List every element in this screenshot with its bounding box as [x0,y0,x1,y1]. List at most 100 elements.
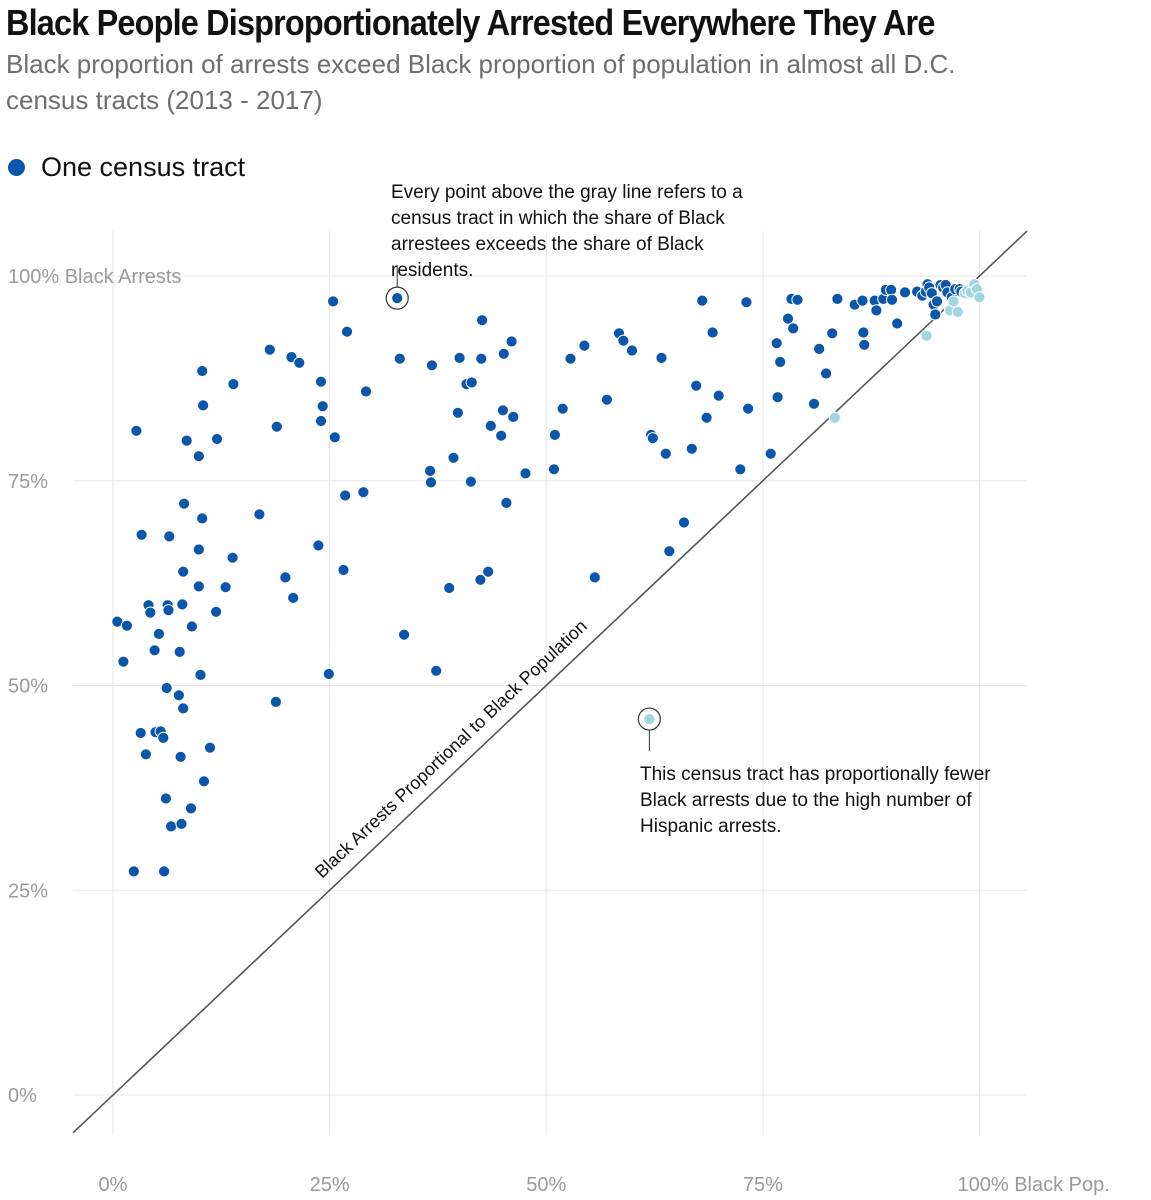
data-point [858,338,871,351]
data-point [160,681,173,695]
data-point [951,305,964,319]
data-point [359,385,373,398]
data-point [269,695,282,709]
data-point [643,713,656,726]
data-point [547,463,561,476]
data-point [920,329,933,342]
y-tick-label: 100% Black Arrests [8,266,181,288]
data-point [578,339,591,352]
data-point [464,475,477,488]
data-point [135,528,148,541]
data-point [443,581,456,595]
data-point [287,591,300,605]
data-point [337,563,350,577]
data-point [505,335,518,348]
data-point [219,581,232,594]
data-point [700,411,713,424]
data-point [328,431,341,444]
data-point [340,325,354,338]
data-point [192,543,205,556]
data-point [185,620,198,633]
data-point [339,489,352,502]
data-point [734,463,747,476]
data-point [500,496,513,509]
y-tick-label: 0% [8,1085,37,1107]
data-point [178,497,191,510]
data-point [453,351,466,364]
reference-line-label: Black Arrests Proportional to Black Popu… [311,616,591,882]
legend-label: One census tract [41,152,246,182]
annotation-text: Every point above the gray line refers t… [391,182,743,281]
data-point [742,402,755,415]
data-point [898,286,912,299]
data-point [496,404,509,417]
data-point [451,406,464,419]
data-point [192,580,205,593]
data-point [196,364,209,378]
legend: One census tract [8,152,245,183]
data-point [117,655,130,668]
data-point [226,551,239,564]
data-point [279,571,292,584]
data-points [111,278,986,878]
data-point [184,802,198,815]
data-point [177,702,190,715]
data-point [556,402,569,415]
data-point [357,486,370,499]
data-point [771,391,784,404]
data-point [685,442,698,455]
data-point [807,397,821,410]
data-point [677,516,691,529]
data-point [646,432,659,445]
data-point [600,393,614,406]
data-point [162,604,175,617]
data-point [655,351,668,364]
data-point [712,389,725,402]
data-point [393,352,406,365]
data-point [173,645,186,659]
data-point [617,334,630,347]
chart-subtitle: Black proportion of arrests exceed Black… [6,49,956,115]
data-point [696,294,709,307]
data-point [197,775,211,788]
data-point [130,424,143,437]
data-point [519,467,532,480]
data-point [227,378,240,391]
data-point [774,355,787,369]
annotation-text: This census tract has proportionally few… [640,764,991,837]
data-point [495,429,508,442]
data-point [144,606,157,619]
data-point [447,451,460,464]
data-point [482,565,495,578]
data-point [507,410,520,423]
data-point [770,337,783,350]
data-point [826,327,839,340]
data-point [327,295,340,308]
x-tick-label: 0% [99,1174,128,1196]
data-point [424,464,437,477]
x-tick-label: 25% [310,1174,350,1196]
data-point [856,294,869,307]
x-tick-label: 75% [743,1174,783,1196]
data-point [857,326,870,339]
data-point [180,434,193,447]
data-point [175,817,188,831]
y-tick-label: 25% [8,880,48,902]
data-point [831,292,844,305]
data-point [465,376,478,389]
data-point [930,295,944,308]
x-tick-label: 50% [526,1174,566,1196]
data-point [484,419,497,432]
data-point [929,308,942,321]
data-point [663,545,676,558]
data-point [174,750,187,763]
data-point [659,447,672,460]
axis-tick-labels: 0% 25% 50% 75% 100% Black Arrests 0% 25% 50% 75%… [8,266,1110,1196]
data-point [312,539,325,552]
data-point [828,411,841,424]
data-point [820,367,833,380]
data-point [548,428,562,441]
data-point [158,865,171,878]
data-point [152,627,165,641]
